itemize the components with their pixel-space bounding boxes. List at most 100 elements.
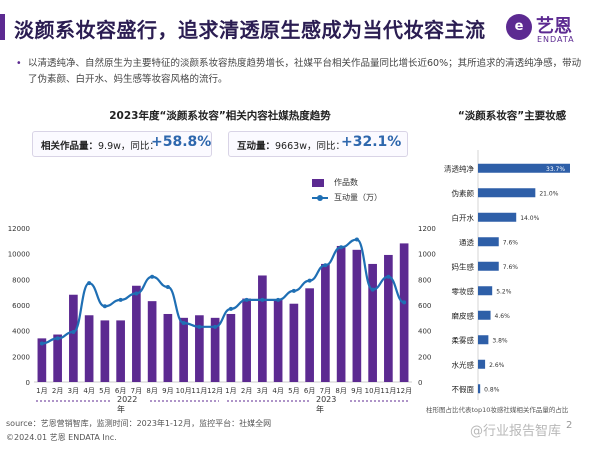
main-chart-legend: 作品数 互动量（万） <box>312 177 432 207</box>
x-tick-label: 1月 <box>225 387 236 395</box>
line-point-interaction <box>276 297 281 302</box>
bar-works-count <box>226 313 236 382</box>
x-tick-label: 4月 <box>83 387 94 395</box>
main-trend-chart: 0 2000 4000 6000 8000 10000 12000 0 200 400 600 800… <box>8 225 436 395</box>
bar-works-count <box>368 263 377 382</box>
feel-bar <box>478 335 489 345</box>
y-right-tick: 800 <box>418 276 431 284</box>
feel-value-label: 33.7% <box>546 166 565 173</box>
x-tick-label: 12月 <box>207 387 223 395</box>
line-point-interaction <box>307 278 312 283</box>
bar-works-count <box>258 275 267 382</box>
bar-works-count <box>321 263 330 382</box>
feel-value-label: 14.0% <box>520 215 539 222</box>
line-point-interaction <box>213 324 218 329</box>
line-point-interaction <box>323 263 328 268</box>
interact-stat-pct: +32.1% <box>341 134 402 150</box>
line-point-interaction <box>102 304 107 309</box>
feel-category-label: 零妆感 <box>452 286 475 296</box>
line-point-interaction <box>260 297 265 302</box>
x-tick-label: 9月 <box>351 387 362 395</box>
line-point-interaction <box>228 306 233 311</box>
feel-category-label: 白开水 <box>452 212 475 222</box>
x-tick-label: 4月 <box>272 387 283 395</box>
y-left-tick: 0 <box>26 379 30 387</box>
x-tick-label: 5月 <box>99 387 110 395</box>
x-tick-label: 12月 <box>396 387 412 395</box>
feel-bar <box>478 163 570 173</box>
line-point-interaction <box>181 320 186 325</box>
y-left-tick: 10000 <box>8 251 30 259</box>
x-tick-label: 8月 <box>335 387 346 395</box>
bar-works-count <box>242 298 251 382</box>
year-label-2023: 2023年 <box>316 395 337 414</box>
interact-stat-label: 互动量： <box>237 141 276 152</box>
x-tick-label: 8月 <box>146 387 157 395</box>
copyright: ©2024.01 艺恩 ENDATA Inc. <box>6 433 117 442</box>
y-right-tick: 1000 <box>418 251 436 259</box>
bar-works-count <box>132 285 141 382</box>
bar-works-count <box>163 313 173 382</box>
bar-works-count <box>289 303 299 382</box>
x-tick-label: 11月 <box>191 387 207 395</box>
line-point-interaction <box>134 291 139 296</box>
line-point-interaction <box>291 288 296 293</box>
feel-value-label: 2.6% <box>489 362 505 369</box>
feel-bar <box>478 212 517 222</box>
feel-category-label: 清透纯净 <box>444 163 474 173</box>
watermark: @行业报告智库 <box>470 424 562 439</box>
line-point-interaction <box>244 297 249 302</box>
y-left-tick: 12000 <box>8 225 30 233</box>
feel-value-label: 21.0% <box>539 190 558 197</box>
logo-text-cn: 艺恩 <box>536 16 572 37</box>
summary-text: 以清透纯净、自然原生为主要特征的淡颜系妆容热度趋势增长，社媒平台相关作品量同比增… <box>28 58 582 85</box>
feel-value-label: 0.8% <box>484 386 500 393</box>
line-point-interaction <box>39 341 44 346</box>
year-brackets <box>36 400 410 402</box>
bar-works-count <box>84 315 94 382</box>
x-tick-label: 3月 <box>68 387 79 395</box>
x-tick-label: 5月 <box>288 387 299 395</box>
line-point-interaction <box>71 329 76 334</box>
x-tick-label: 10月 <box>365 387 381 395</box>
y-right-tick: 200 <box>418 353 431 361</box>
line-point-interaction <box>150 274 155 279</box>
right-chart-title: “淡颜系妆容”主要妆感 <box>457 110 567 122</box>
source-note: source：艺恩营销智库，监测时间：2023年1-12月，监控平台：社媒全网 <box>6 419 272 428</box>
page-title: 淡颜系妆容盛行，追求清透原生感成为当代妆容主流 <box>14 18 486 42</box>
bullet-dot-icon: • <box>16 58 22 69</box>
bar-works-count <box>352 249 362 382</box>
bar-works-count <box>399 243 409 382</box>
bar-works-count <box>305 288 314 382</box>
title-accent-bar <box>0 14 5 40</box>
bar-works-count <box>195 315 204 382</box>
line-interaction <box>41 238 405 345</box>
feel-category-label: 妈生感 <box>452 261 475 271</box>
line-point-interaction <box>370 287 375 292</box>
line-point-interaction <box>118 297 123 302</box>
x-tick-label: 7月 <box>131 387 142 395</box>
feel-category-label: 柔雾感 <box>452 335 475 345</box>
legend-line-label: 互动量（万） <box>334 193 382 202</box>
feel-value-label: 7.6% <box>503 239 519 246</box>
y-right-tick: 0 <box>418 379 422 387</box>
x-tick-label: 1月 <box>36 387 47 395</box>
x-tick-label: 10月 <box>176 387 192 395</box>
works-stat-label: 相关作品量： <box>41 141 99 152</box>
bar-works-count <box>116 320 125 382</box>
legend-bar-label: 作品数 <box>334 178 358 187</box>
line-point-interaction <box>354 237 359 242</box>
bar-works-count <box>147 301 157 382</box>
bar-works-count <box>53 334 62 382</box>
y-left-tick: 8000 <box>12 276 30 284</box>
y-left-tick: 6000 <box>12 302 30 310</box>
bar-works-count <box>336 245 346 382</box>
line-point-interaction <box>87 281 92 286</box>
y-left-tick: 2000 <box>12 353 30 361</box>
feel-category-label: 不假面 <box>452 385 475 394</box>
feel-bar <box>478 384 481 394</box>
bar-works-count <box>100 320 110 382</box>
x-tick-label: 7月 <box>320 387 331 395</box>
feel-bar <box>478 261 499 271</box>
feel-value-label: 4.6% <box>495 313 511 320</box>
